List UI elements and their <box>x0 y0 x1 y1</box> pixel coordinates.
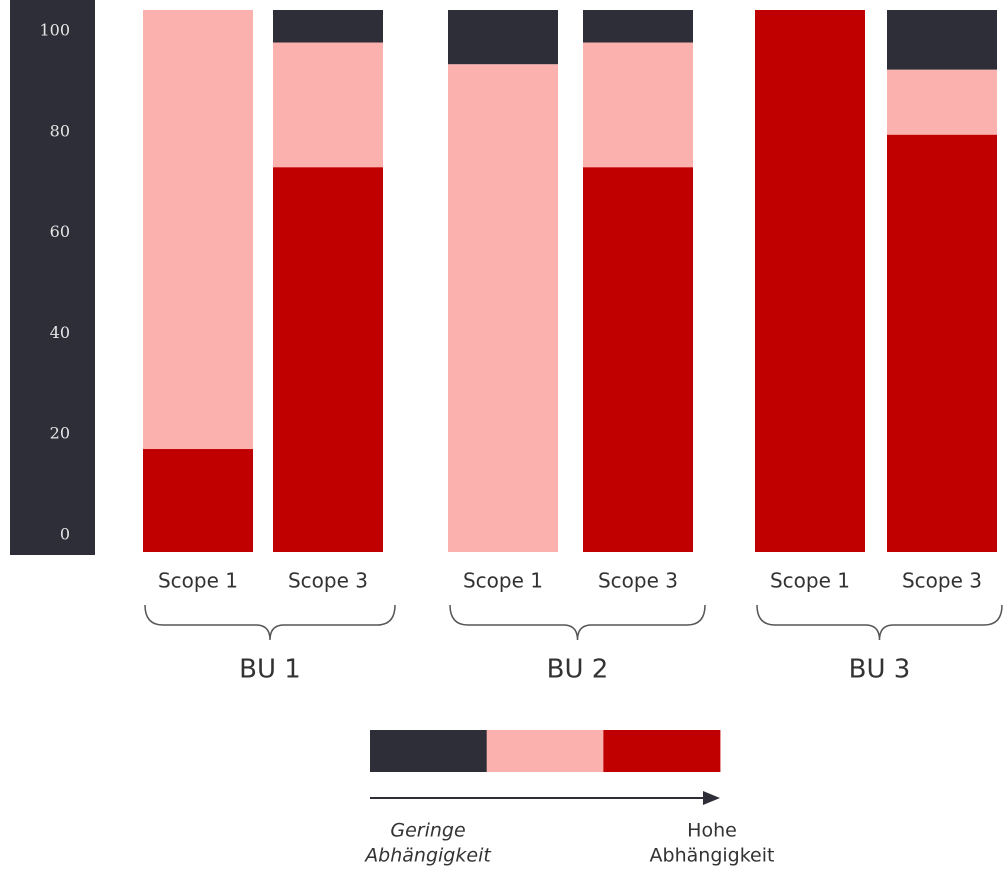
x-tick-label: Scope 1 <box>770 569 850 593</box>
bar-segment <box>143 449 253 552</box>
bar-segment <box>887 10 997 70</box>
group-brace <box>756 604 1003 641</box>
legend-swatch <box>486 730 604 772</box>
bar-segment <box>143 10 253 450</box>
y-tick-label: 100 <box>39 21 70 40</box>
bar-segment <box>583 10 693 43</box>
legend-high-label: Hohe <box>687 820 737 842</box>
bar-segment <box>583 167 693 552</box>
y-tick-label: 40 <box>50 323 70 342</box>
x-tick-label: Scope 3 <box>288 569 368 593</box>
group-label: BU 1 <box>239 655 301 685</box>
y-tick-label: 20 <box>50 424 70 443</box>
bar-segment <box>755 10 865 552</box>
y-tick-label: 80 <box>50 121 70 140</box>
group-label: BU 3 <box>849 655 911 685</box>
bar-segment <box>887 69 997 135</box>
legend-swatch <box>603 730 721 772</box>
legend-high-label: Abhängigkeit <box>650 845 775 867</box>
bar-segment <box>583 42 693 168</box>
y-tick-label: 0 <box>60 525 70 544</box>
axis-panel <box>10 0 95 555</box>
x-tick-label: Scope 3 <box>598 569 678 593</box>
bar-segment <box>448 10 558 65</box>
x-tick-label: Scope 1 <box>158 569 238 593</box>
bar-segment <box>448 64 558 552</box>
legend-low-label: Geringe <box>390 820 465 842</box>
legend-swatch <box>370 730 487 772</box>
y-tick-label: 60 <box>50 222 70 241</box>
legend-arrowhead <box>703 791 720 805</box>
legend-low-label: Abhängigkeit <box>363 845 492 867</box>
x-tick-label: Scope 1 <box>463 569 543 593</box>
bar-segment <box>273 167 383 552</box>
group-brace <box>144 604 396 641</box>
x-tick-label: Scope 3 <box>902 569 982 593</box>
bar-segment <box>887 134 997 552</box>
bar-segment <box>273 10 383 43</box>
group-brace <box>449 604 706 641</box>
bar-segment <box>273 42 383 168</box>
group-label: BU 2 <box>547 655 609 685</box>
